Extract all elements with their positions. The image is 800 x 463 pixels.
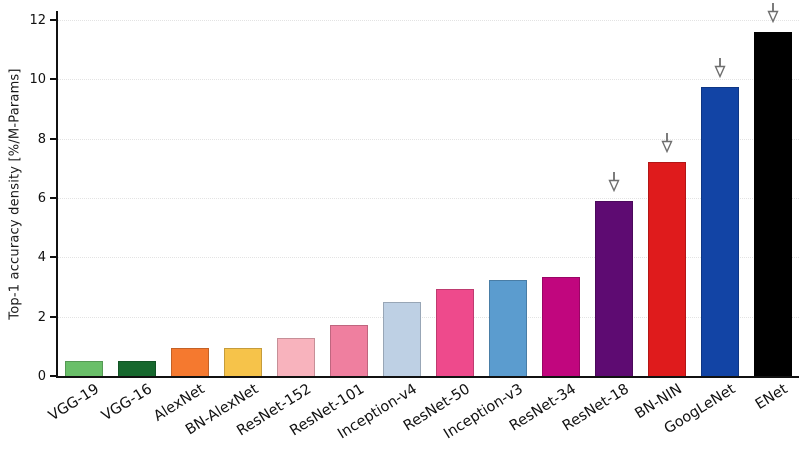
bar — [224, 347, 263, 376]
bar — [65, 361, 104, 376]
gridline — [58, 257, 799, 259]
gridline — [58, 316, 799, 318]
down-arrow-icon — [660, 132, 674, 157]
bar — [330, 325, 369, 376]
y-tick-mark — [50, 78, 57, 81]
x-tick-label: ENet — [752, 381, 791, 414]
y-tick-mark — [50, 137, 57, 140]
bar — [541, 277, 580, 376]
bar — [435, 289, 474, 376]
y-tick-label: 6 — [37, 190, 46, 206]
y-tick-label: 12 — [29, 12, 46, 28]
bar — [171, 348, 210, 376]
bar — [118, 360, 157, 376]
x-tick-label: VGG-19 — [46, 381, 103, 425]
gridline — [58, 138, 799, 140]
gridline — [58, 197, 799, 199]
y-tick-label: 2 — [37, 309, 46, 325]
y-tick-label: 10 — [29, 72, 46, 88]
y-tick-mark — [50, 196, 57, 199]
y-tick-mark — [50, 315, 57, 318]
bar — [753, 31, 792, 376]
down-arrow-icon — [713, 57, 727, 82]
y-tick-label: 4 — [37, 250, 46, 266]
x-tick-label: VGG-16 — [99, 381, 156, 425]
down-arrow-icon — [607, 171, 621, 196]
y-tick-label: 8 — [37, 131, 46, 147]
y-tick-label: 0 — [37, 369, 46, 384]
bar — [647, 162, 686, 376]
gridline — [58, 19, 799, 21]
down-arrow-icon — [766, 2, 780, 27]
y-tick-mark — [50, 375, 57, 377]
bar — [383, 301, 422, 376]
bar — [488, 280, 527, 376]
bar — [700, 86, 739, 376]
gridline — [58, 79, 799, 81]
plot-area: 0 2 4 6 8 10 12 — [29, 2, 799, 383]
y-tick-mark — [50, 18, 57, 21]
bar — [594, 200, 633, 376]
y-tick-mark — [50, 256, 57, 259]
bar — [277, 338, 316, 376]
